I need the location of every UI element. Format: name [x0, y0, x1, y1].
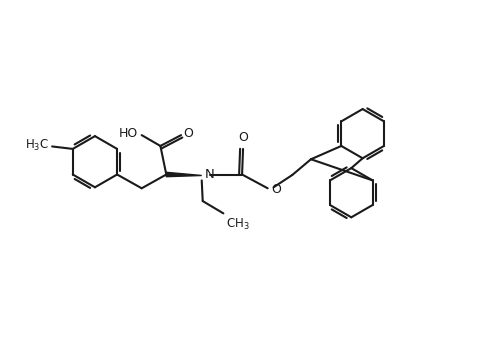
Text: N: N	[205, 168, 215, 181]
Polygon shape	[166, 172, 202, 177]
Text: H$_3$C: H$_3$C	[25, 138, 49, 153]
Text: O: O	[184, 127, 193, 140]
Text: O: O	[271, 183, 281, 196]
Text: HO: HO	[119, 127, 138, 140]
Text: O: O	[238, 131, 248, 144]
Text: CH$_3$: CH$_3$	[226, 217, 249, 232]
